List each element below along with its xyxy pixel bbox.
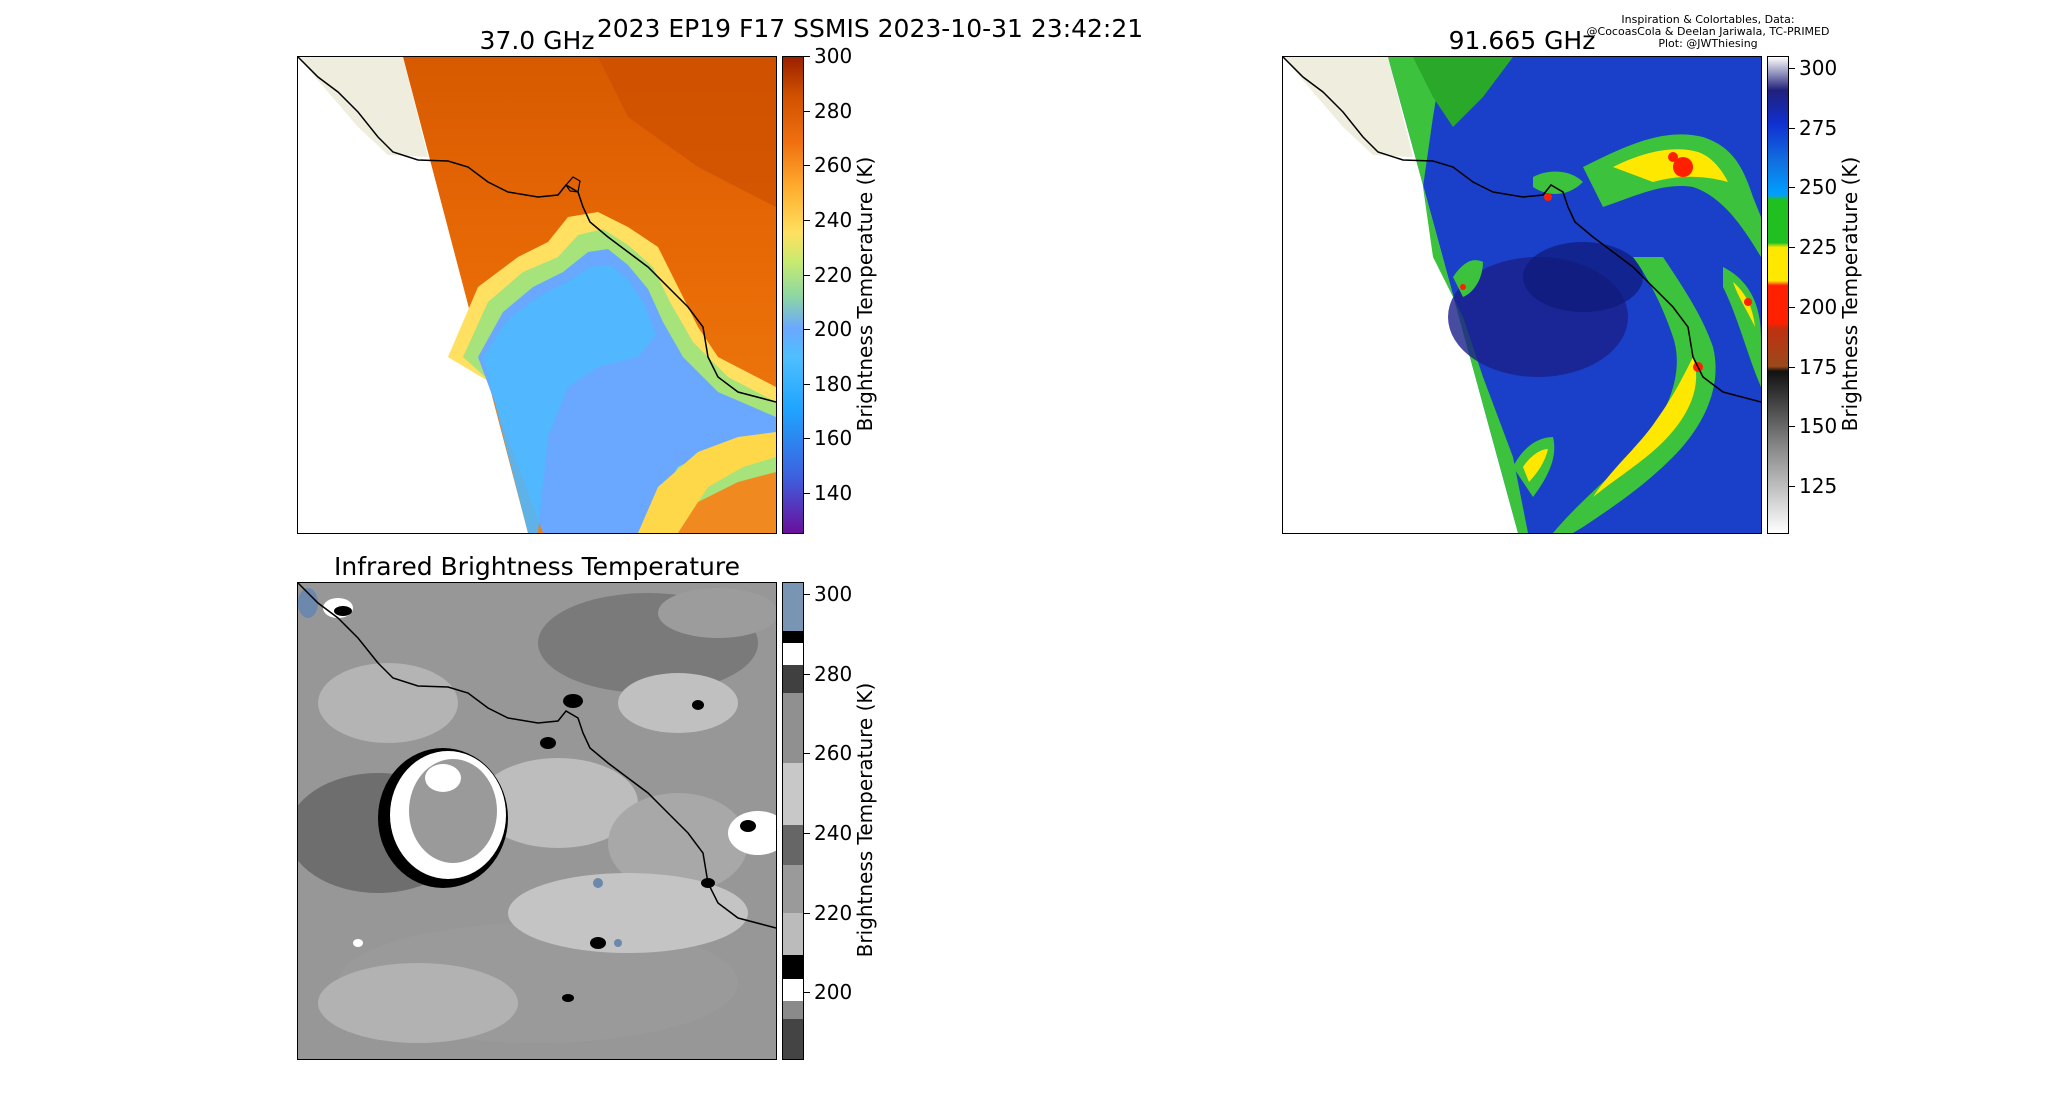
colorbar-tick-label: 225 [1799,235,1838,259]
colorbar-tick-label: 200 [1799,295,1838,319]
colorbar-91ghz-svg [1768,57,1788,533]
panel-37ghz-svg [298,57,776,533]
colorbar-tick-label: 240 [814,208,853,232]
panel-37ghz-title: 37.0 GHz [479,26,595,55]
credit-line-1: Inspiration & Colortables, Data: [1621,13,1795,26]
colorbar-tick-mark [804,594,810,595]
colorbar-tick-mark [1789,426,1795,427]
colorbar-37ghz [782,56,804,534]
colorbar-tick-mark [1789,128,1795,129]
coastline-91ghz [1283,57,1761,403]
colorbar-tick-label: 200 [814,980,853,1004]
colorbar-tick-mark [804,438,810,439]
credit-block: Inspiration & Colortables, Data: @Cocoas… [1528,14,1888,50]
colorbar-tick-label: 300 [814,582,853,606]
colorbar-tick-label: 280 [814,99,853,123]
panel-ir-svg [298,583,776,1059]
colorbar-tick-mark [804,329,810,330]
colorbar-tick-label: 300 [1799,56,1838,80]
colorbar-tick-label: 280 [814,662,853,686]
land-37ghz [298,57,428,157]
figure-title: 2023 EP19 F17 SSMIS 2023-10-31 23:42:21 [596,14,1144,43]
colorbar-tick-mark [804,753,810,754]
colorbar-tick-mark [804,165,810,166]
colorbar-91ghz [1767,56,1789,534]
colorbar-tick-mark [804,493,810,494]
colorbar-tick-label: 250 [1799,175,1838,199]
panel-ir-map [297,582,777,1060]
colorbar-tick-label: 220 [814,263,853,287]
colorbar-tick-mark [1789,367,1795,368]
colorbar-tick-mark [1789,247,1795,248]
colorbar-91ghz-label: Brightness Temperature (K) [1838,156,1862,432]
colorbar-tick-label: 125 [1799,474,1838,498]
colorbar-tick-mark [804,56,810,57]
colorbar-37ghz-svg [783,57,803,533]
colorbar-tick-label: 220 [814,901,853,925]
colorbar-tick-mark [1789,307,1795,308]
credit-line-2: @CocoasCola & Deelan Jariwala, TC-PRIMED [1586,25,1830,38]
colorbar-ir-label: Brightness Temperature (K) [853,682,877,958]
colorbar-tick-label: 240 [814,821,853,845]
panel-37ghz-map [297,56,777,534]
panel-91ghz-map [1282,56,1762,534]
panel-91ghz-title: 91.665 GHz [1448,26,1596,55]
colorbar-tick-mark [1789,187,1795,188]
colorbar-tick-label: 180 [814,372,853,396]
land-91ghz [1283,57,1413,157]
colorbar-tick-label: 300 [814,44,853,68]
colorbar-tick-mark [804,111,810,112]
colorbar-tick-label: 260 [814,741,853,765]
colorbar-tick-mark [804,913,810,914]
colorbar-tick-label: 175 [1799,355,1838,379]
colorbar-tick-label: 140 [814,481,853,505]
colorbar-tick-label: 200 [814,317,853,341]
colorbar-tick-mark [1789,486,1795,487]
colorbar-tick-mark [804,220,810,221]
coastline-ir [298,583,776,929]
colorbar-ir-svg [783,583,803,1059]
colorbar-tick-mark [1789,68,1795,69]
credit-line-3: Plot: @JWThiesing [1658,37,1758,50]
colorbar-tick-mark [804,833,810,834]
colorbar-tick-label: 160 [814,426,853,450]
colorbar-tick-label: 150 [1799,414,1838,438]
panel-ir-title: Infrared Brightness Temperature [333,552,741,581]
colorbar-tick-mark [804,384,810,385]
colorbar-tick-mark [804,992,810,993]
colorbar-tick-label: 260 [814,153,853,177]
colorbar-tick-label: 275 [1799,116,1838,140]
panel-91ghz-svg [1283,57,1761,533]
colorbar-ir [782,582,804,1060]
colorbar-tick-mark [804,674,810,675]
colorbar-37ghz-label: Brightness Temperature (K) [853,156,877,432]
colorbar-tick-mark [804,275,810,276]
